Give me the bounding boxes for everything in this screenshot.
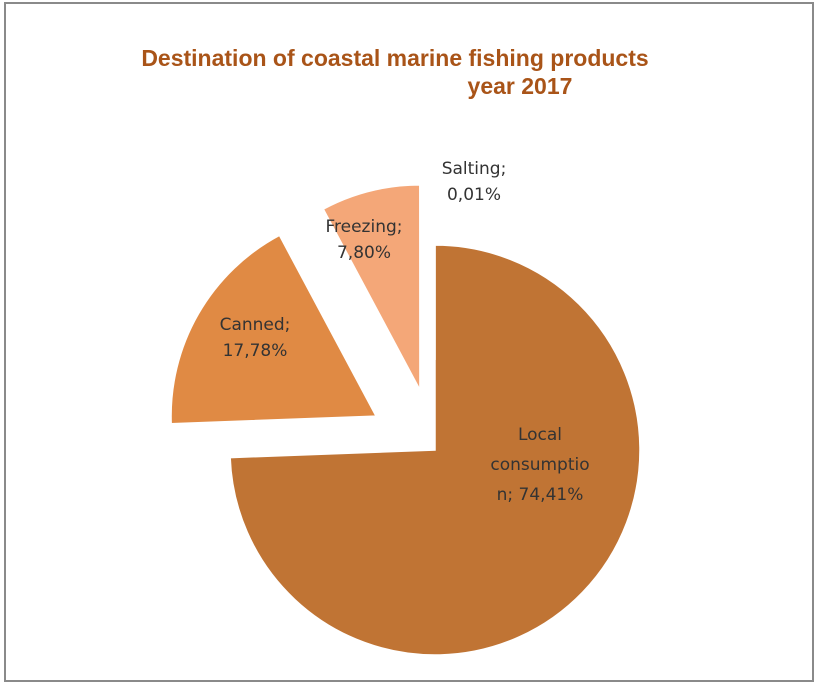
data-label-salting: Salting;0,01%: [442, 159, 507, 205]
